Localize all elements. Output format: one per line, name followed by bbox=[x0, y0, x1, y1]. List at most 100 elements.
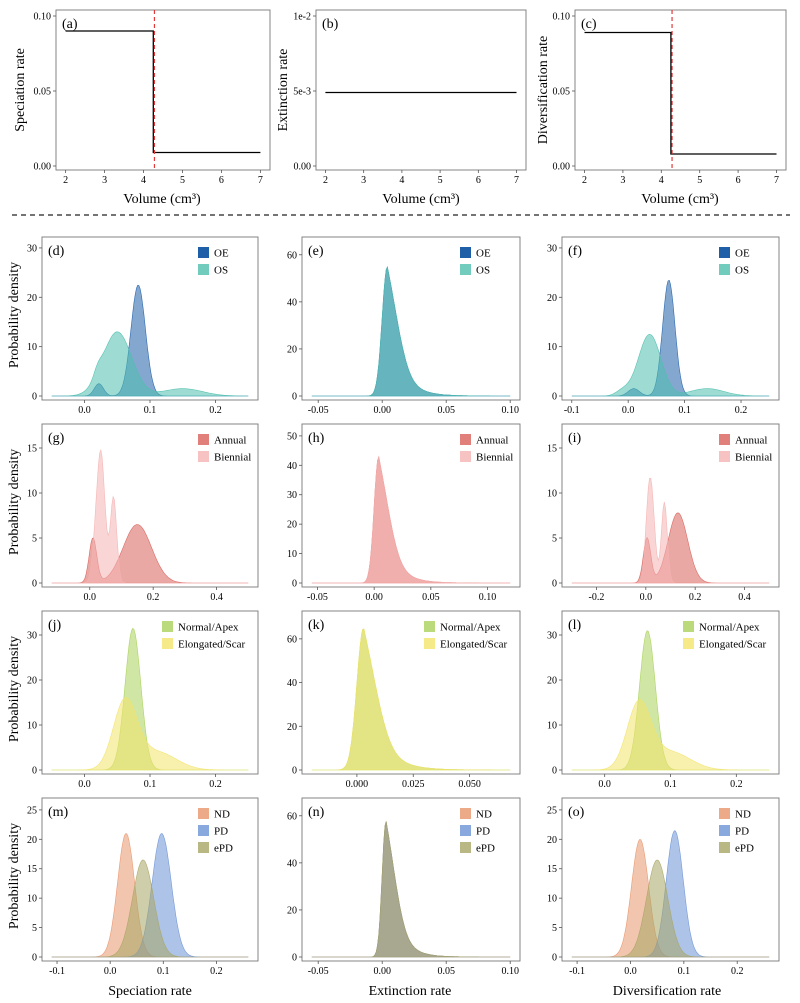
y-tick-label: 20 bbox=[287, 722, 297, 733]
x-tick-label: 0.10 bbox=[479, 592, 497, 603]
legend-swatch bbox=[683, 638, 694, 649]
x-tick-label: 6 bbox=[219, 175, 224, 186]
y-tick-label: 30 bbox=[27, 243, 37, 254]
x-tick-label: -0.1 bbox=[564, 405, 580, 416]
legend-label: Elongated/Scar bbox=[440, 639, 508, 651]
density-area-elongatedscar bbox=[311, 628, 511, 771]
panel-o: -0.1 0.0 0.1 0.2 0 5 10 15 20 25 (o) ND PD ePD bbox=[547, 797, 780, 977]
legend-label: ND bbox=[214, 809, 230, 821]
legend-swatch bbox=[719, 842, 730, 853]
x-tick-label: 2 bbox=[63, 175, 68, 186]
x-tick-label: 0.050 bbox=[458, 779, 481, 790]
x-tick-label: 4 bbox=[659, 175, 664, 186]
x-tick-label: 0.10 bbox=[501, 405, 519, 416]
y-tick-label: 0 bbox=[292, 766, 297, 777]
x-tick-label: 0.1 bbox=[678, 405, 691, 416]
legend-swatch bbox=[198, 825, 209, 836]
x-tick-label: 4 bbox=[141, 175, 146, 186]
x-tick-label: 0.10 bbox=[501, 966, 519, 977]
y-tick-label: 30 bbox=[27, 631, 37, 642]
legend-label: ePD bbox=[476, 843, 495, 855]
x-tick-label: 0.4 bbox=[738, 592, 751, 603]
legend-label: ePD bbox=[214, 843, 233, 855]
x-tick-label: 0.0 bbox=[78, 405, 91, 416]
x-tick-label: 0.025 bbox=[402, 779, 425, 790]
legend-swatch bbox=[460, 808, 471, 819]
y-tick-label: 0 bbox=[292, 579, 297, 590]
panel-label: (n) bbox=[308, 805, 325, 820]
legend-label: Normal/Apex bbox=[699, 622, 760, 634]
density-area-epd bbox=[571, 859, 770, 958]
panel-label: (i) bbox=[568, 431, 582, 446]
panel-label: (a) bbox=[62, 17, 78, 32]
y-tick-label: 20 bbox=[27, 293, 37, 304]
y-tick-label: 0 bbox=[552, 766, 557, 777]
x-tick-label: 0.2 bbox=[209, 405, 222, 416]
y-tick-label: 1e-2 bbox=[293, 12, 311, 23]
x-tick-label: 3 bbox=[361, 175, 366, 186]
legend-label: ePD bbox=[735, 843, 754, 855]
legend-label: Annual bbox=[476, 435, 508, 447]
ylabel-density-row1: Probability density bbox=[7, 262, 22, 368]
panel-frame bbox=[55, 9, 271, 171]
xlabel-speciation: Speciation rate bbox=[108, 984, 192, 999]
legend-label: OS bbox=[476, 265, 490, 277]
y-tick-label: 10 bbox=[547, 894, 557, 905]
legend-label: Normal/Apex bbox=[440, 622, 501, 634]
legend-swatch bbox=[460, 451, 471, 462]
legend-swatch bbox=[719, 808, 730, 819]
y-tick-label: 10 bbox=[27, 894, 37, 905]
rate-line bbox=[584, 31, 777, 155]
panel-label: (k) bbox=[308, 618, 325, 633]
panel-frame bbox=[561, 797, 780, 962]
x-tick-label: 0.0 bbox=[78, 779, 91, 790]
panel-frame bbox=[301, 423, 521, 588]
panel-label: (d) bbox=[48, 244, 65, 259]
ylabel-diversification: Diversification rate bbox=[536, 36, 551, 144]
panel-h: -0.05 0.00 0.05 0.10 0 10 20 30 40 50 (h) Annual Bie… bbox=[287, 423, 521, 603]
legend-swatch bbox=[424, 638, 435, 649]
y-tick-label: 0.05 bbox=[553, 87, 571, 98]
x-tick-label: 5 bbox=[180, 175, 185, 186]
panel-j: 0.0 0.1 0.2 0 10 20 30 (j) Normal/Apex Elongated/… bbox=[27, 610, 259, 790]
y-tick-label: 5 bbox=[552, 923, 557, 934]
legend-label: PD bbox=[476, 826, 490, 838]
legend-label: Elongated/Scar bbox=[699, 639, 767, 651]
y-tick-label: 5 bbox=[552, 534, 557, 545]
panel-k: 0.000 0.025 0.050 0 20 40 60 (k) Normal/Apex Elon… bbox=[287, 610, 521, 790]
y-tick-label: 40 bbox=[287, 461, 297, 472]
y-tick-label: 15 bbox=[547, 444, 557, 455]
x-tick-label: 0.2 bbox=[731, 966, 744, 977]
y-tick-label: 10 bbox=[27, 342, 37, 353]
density-area-os bbox=[571, 333, 770, 397]
panel-frame bbox=[301, 236, 521, 401]
x-tick-label: 2 bbox=[582, 175, 587, 186]
legend-label: Normal/Apex bbox=[178, 622, 239, 634]
x-tick-label: 0.2 bbox=[210, 966, 223, 977]
legend-swatch bbox=[460, 842, 471, 853]
legend-label: ND bbox=[476, 809, 492, 821]
density-area-annual bbox=[311, 455, 511, 584]
legend-swatch bbox=[719, 247, 730, 258]
panel-l: 0.0 0.1 0.2 0 10 20 30 (l) Normal/Apex Elongated/… bbox=[547, 610, 780, 790]
legend-label: OS bbox=[214, 265, 228, 277]
legend-label: ND bbox=[735, 809, 751, 821]
x-tick-label: 0.2 bbox=[147, 592, 160, 603]
panel-label: (c) bbox=[581, 17, 597, 32]
legend-label: OE bbox=[735, 248, 750, 260]
density-area-elongatedscar bbox=[51, 697, 249, 771]
y-tick-label: 0 bbox=[32, 579, 37, 590]
legend-swatch bbox=[424, 621, 435, 632]
x-tick-label: 0.0 bbox=[622, 405, 635, 416]
x-tick-label: 0.0 bbox=[104, 966, 117, 977]
panel-e: -0.05 0.00 0.05 0.10 0 20 40 60 (e) OE OS bbox=[287, 236, 521, 416]
panel-frame bbox=[574, 9, 787, 171]
xlabel-extinction: Extinction rate bbox=[369, 984, 452, 999]
y-tick-label: 25 bbox=[547, 805, 557, 816]
ylabel-density-row3: Probability density bbox=[7, 636, 22, 742]
x-tick-label: 3 bbox=[620, 175, 625, 186]
x-tick-label: -0.1 bbox=[569, 966, 585, 977]
x-tick-label: 0.00 bbox=[373, 966, 391, 977]
legend-swatch bbox=[198, 808, 209, 819]
panel-i: -0.2 0.0 0.2 0.4 0 5 10 15 (i) Annual Biennial bbox=[547, 423, 780, 603]
